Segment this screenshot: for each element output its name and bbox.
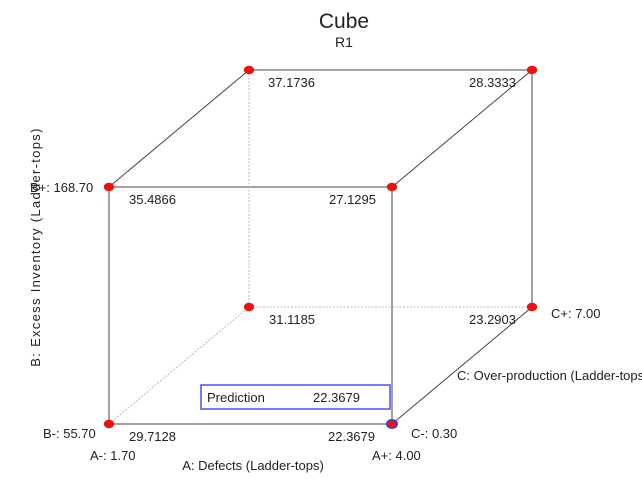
corner-value-label: 22.3679 bbox=[328, 429, 375, 444]
axis-c-low-label: C-: 0.30 bbox=[411, 426, 457, 441]
axis-a-high-label: A+: 4.00 bbox=[372, 448, 421, 463]
axis-a-low-label: A-: 1.70 bbox=[90, 448, 136, 463]
design-point bbox=[243, 302, 255, 312]
chart-subtitle: R1 bbox=[335, 34, 353, 50]
axis-c-high-label: C+: 7.00 bbox=[551, 306, 601, 321]
corner-value-labels: 29.7128 22.3679 35.4866 27.1295 31.1185 23.29… bbox=[129, 75, 516, 444]
prediction-box-border bbox=[200, 384, 391, 410]
axis-b-title: B: Excess Inventory (Ladder-tops) bbox=[28, 127, 43, 366]
prediction-label: Prediction bbox=[207, 390, 265, 405]
corner-value-label: 27.1295 bbox=[329, 192, 376, 207]
design-point bbox=[243, 65, 255, 75]
corner-value-label: 35.4866 bbox=[129, 192, 176, 207]
axis-a-title: A: Defects (Ladder-tops) bbox=[182, 458, 324, 473]
design-point bbox=[526, 65, 538, 75]
design-point bbox=[386, 182, 398, 192]
cube-edge bbox=[391, 69, 533, 188]
prediction-box: Prediction 22.3679 bbox=[200, 384, 391, 410]
corner-value-label: 28.3333 bbox=[469, 75, 516, 90]
cube-edge bbox=[391, 306, 533, 425]
corner-value-label: 31.1185 bbox=[269, 312, 315, 327]
cube-edges bbox=[108, 69, 533, 425]
corner-value-label: 23.2903 bbox=[469, 312, 516, 327]
corner-value-label: 37.1736 bbox=[268, 75, 315, 90]
chart-title: Cube bbox=[319, 10, 369, 33]
cube-points bbox=[103, 65, 538, 429]
axis-b-high-label: B+: 168.70 bbox=[30, 180, 93, 195]
design-point bbox=[526, 302, 538, 312]
axis-b-low-label: B-: 55.70 bbox=[43, 426, 96, 441]
cube-edge bbox=[108, 69, 250, 188]
cube-edge bbox=[108, 306, 250, 425]
prediction-value: 22.3679 bbox=[313, 390, 360, 405]
design-point bbox=[103, 419, 115, 429]
axis-c-title: C: Over-production (Ladder-tops) bbox=[457, 368, 642, 383]
design-point bbox=[103, 182, 115, 192]
design-point bbox=[385, 418, 398, 429]
corner-value-label: 29.7128 bbox=[129, 429, 176, 444]
